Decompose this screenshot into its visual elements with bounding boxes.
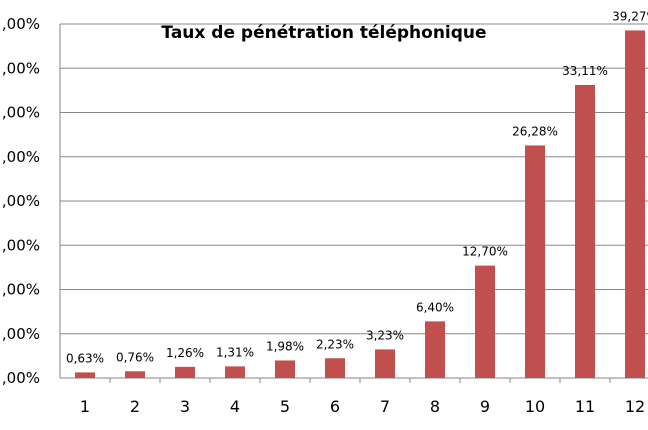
chart-title: Taux de pénétration téléphonique	[161, 23, 486, 43]
x-tick-label: 9	[480, 397, 490, 416]
data-label: 0,76%	[116, 350, 154, 364]
data-label: 26,28%	[512, 124, 558, 138]
data-label: 6,40%	[416, 300, 454, 314]
x-tick-label: 5	[280, 397, 290, 416]
data-label: 12,70%	[462, 245, 508, 259]
bar	[325, 358, 345, 378]
y-tick-label: ,00%	[2, 104, 40, 122]
data-label: 1,31%	[216, 345, 254, 359]
data-label: 0,63%	[66, 351, 104, 365]
y-tick-label: ,00%	[2, 369, 40, 387]
x-tick-label: 12	[625, 397, 645, 416]
y-tick-label: ,00%	[2, 15, 40, 33]
y-axis-ticks: ,00% ,00% ,00% ,00% ,00% ,00% ,00% ,00% ,00%	[2, 15, 40, 387]
data-label: 3,23%	[366, 328, 404, 342]
x-tick-label: 4	[230, 397, 240, 416]
x-tick-label: 7	[380, 397, 390, 416]
data-label: 39,27%	[612, 9, 648, 23]
data-label: 33,11%	[562, 64, 608, 78]
x-axis-ticks: 1 2 3 4 5 6 7 8 9 10 11 12	[80, 378, 645, 416]
y-tick-label: ,00%	[2, 236, 40, 254]
y-tick-label: ,00%	[2, 59, 40, 77]
x-tick-label: 6	[330, 397, 340, 416]
x-tick-label: 3	[180, 397, 190, 416]
bar	[375, 349, 395, 378]
bar	[275, 360, 295, 378]
bar	[525, 145, 545, 378]
gridlines	[60, 23, 648, 379]
x-tick-label: 10	[525, 397, 545, 416]
data-label: 2,23%	[316, 337, 354, 351]
bar	[225, 366, 245, 378]
bar	[125, 371, 145, 378]
y-tick-label: ,00%	[2, 192, 40, 210]
y-tick-label: ,00%	[2, 148, 40, 166]
data-label: 1,98%	[266, 339, 304, 353]
y-tick-label: ,00%	[2, 325, 40, 343]
bar	[425, 321, 445, 378]
x-tick-label: 1	[80, 397, 90, 416]
y-tick-label: ,00%	[2, 281, 40, 299]
bar	[575, 84, 595, 378]
bars	[75, 30, 645, 378]
bar	[475, 265, 495, 378]
bar	[175, 366, 195, 378]
x-tick-label: 11	[575, 397, 595, 416]
x-tick-label: 8	[430, 397, 440, 416]
x-tick-label: 2	[130, 397, 140, 416]
bar	[625, 30, 645, 378]
data-label: 1,26%	[166, 346, 204, 360]
bar	[75, 372, 95, 378]
data-labels: 0,63% 0,76% 1,26% 1,31% 1,98% 2,23% 3,23% 6,40%…	[66, 9, 648, 365]
